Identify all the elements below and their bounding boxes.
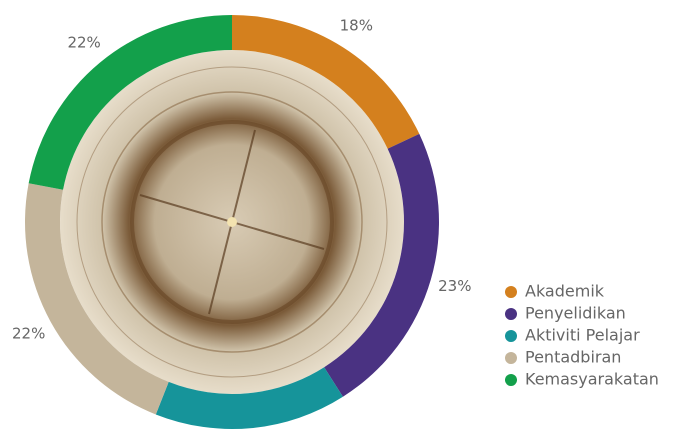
donut-segment — [25, 183, 169, 415]
legend-label: Penyelidikan — [525, 304, 626, 323]
value-label: 22% — [12, 324, 45, 342]
legend-label: Akademik — [525, 282, 605, 301]
legend-label: Pentadbiran — [525, 348, 621, 367]
donut-segment — [155, 367, 343, 429]
donut-segment — [324, 133, 439, 397]
legend-marker — [505, 374, 517, 386]
legend-label: Kemasyarakatan — [525, 370, 659, 389]
legend-marker — [505, 352, 517, 364]
legend-label: Aktiviti Pelajar — [525, 326, 640, 345]
donut-segment — [232, 15, 420, 149]
value-label: 22% — [67, 34, 100, 52]
value-label: 23% — [438, 277, 471, 295]
donut-segment — [28, 15, 233, 190]
legend-marker — [505, 286, 517, 298]
center-image — [60, 50, 404, 394]
legend-marker — [505, 308, 517, 320]
legend-marker — [505, 330, 517, 342]
value-label: 18% — [340, 17, 373, 35]
